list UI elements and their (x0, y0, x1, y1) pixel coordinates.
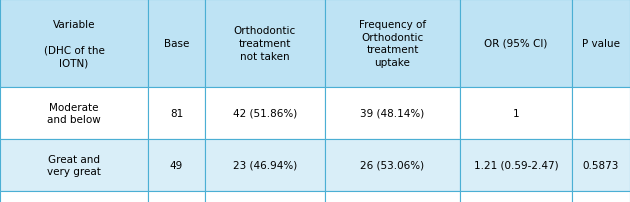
Text: 49: 49 (170, 160, 183, 170)
Text: 42 (51.86%): 42 (51.86%) (233, 108, 297, 118)
Bar (148, 0, 205, 87)
Text: 81: 81 (170, 108, 183, 118)
Bar (572, 139, 630, 191)
Text: 26 (53.06%): 26 (53.06%) (360, 160, 425, 170)
Bar (460, 87, 572, 139)
Text: Great and
very great: Great and very great (47, 154, 101, 177)
Bar (205, 87, 325, 139)
Bar (0, 0, 148, 87)
Bar (205, 139, 325, 191)
Text: 65: 65 (258, 201, 272, 202)
Text: Total: Total (62, 201, 86, 202)
Text: P value: P value (582, 39, 620, 49)
Bar (325, 139, 460, 191)
Bar (460, 139, 572, 191)
Bar (572, 87, 630, 139)
Text: 0.5873: 0.5873 (583, 160, 619, 170)
Text: Moderate
and below: Moderate and below (47, 102, 101, 125)
Text: OR (95% CI): OR (95% CI) (484, 39, 547, 49)
Bar (325, 87, 460, 139)
Bar (0, 87, 148, 139)
Bar (572, 0, 630, 87)
Bar (0, 191, 148, 202)
Bar (325, 191, 460, 202)
Text: 130: 130 (166, 201, 186, 202)
Bar (572, 191, 630, 202)
Text: Variable

(DHC of the
IOTN): Variable (DHC of the IOTN) (43, 20, 105, 68)
Text: 1: 1 (513, 108, 519, 118)
Text: 65: 65 (386, 201, 399, 202)
Text: 1.21 (0.59-2.47): 1.21 (0.59-2.47) (474, 160, 558, 170)
Text: Orthodontic
treatment
not taken: Orthodontic treatment not taken (234, 26, 296, 61)
Text: 23 (46.94%): 23 (46.94%) (233, 160, 297, 170)
Bar (460, 0, 572, 87)
Text: 39 (48.14%): 39 (48.14%) (360, 108, 425, 118)
Bar (325, 0, 460, 87)
Text: Base: Base (164, 39, 189, 49)
Bar (0, 139, 148, 191)
Bar (205, 191, 325, 202)
Bar (205, 0, 325, 87)
Bar (460, 191, 572, 202)
Bar (148, 139, 205, 191)
Bar (148, 87, 205, 139)
Bar (148, 191, 205, 202)
Text: Frequency of
Orthodontic
treatment
uptake: Frequency of Orthodontic treatment uptak… (359, 20, 426, 68)
